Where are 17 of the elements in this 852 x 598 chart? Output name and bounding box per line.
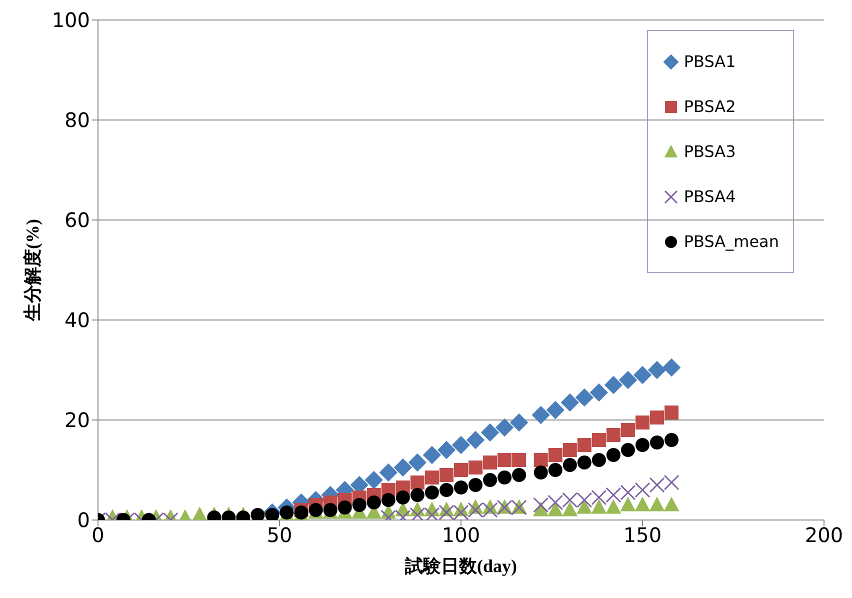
x-axis-title: 試験日数(day) bbox=[404, 556, 518, 576]
legend-label: PBSA3 bbox=[684, 142, 736, 161]
y-tick-label: 40 bbox=[64, 308, 90, 332]
legend-label: PBSA4 bbox=[684, 187, 736, 206]
legend-label: PBSA1 bbox=[684, 52, 736, 71]
y-tick-label: 100 bbox=[52, 8, 90, 32]
y-tick-label: 60 bbox=[64, 208, 90, 232]
legend-label: PBSA_mean bbox=[684, 232, 779, 251]
x-tick-label: 100 bbox=[442, 523, 480, 548]
x-tick-label: 50 bbox=[266, 523, 292, 548]
y-tick-label: 20 bbox=[64, 408, 90, 432]
x-tick-label: 150 bbox=[623, 523, 662, 548]
y-tick-label: 0 bbox=[77, 508, 90, 532]
y-tick-label: 80 bbox=[64, 108, 90, 132]
x-tick-label: 200 bbox=[804, 523, 844, 548]
legend-label: PBSA2 bbox=[684, 97, 736, 116]
y-axis-title: 生分解度(%) bbox=[22, 219, 42, 322]
